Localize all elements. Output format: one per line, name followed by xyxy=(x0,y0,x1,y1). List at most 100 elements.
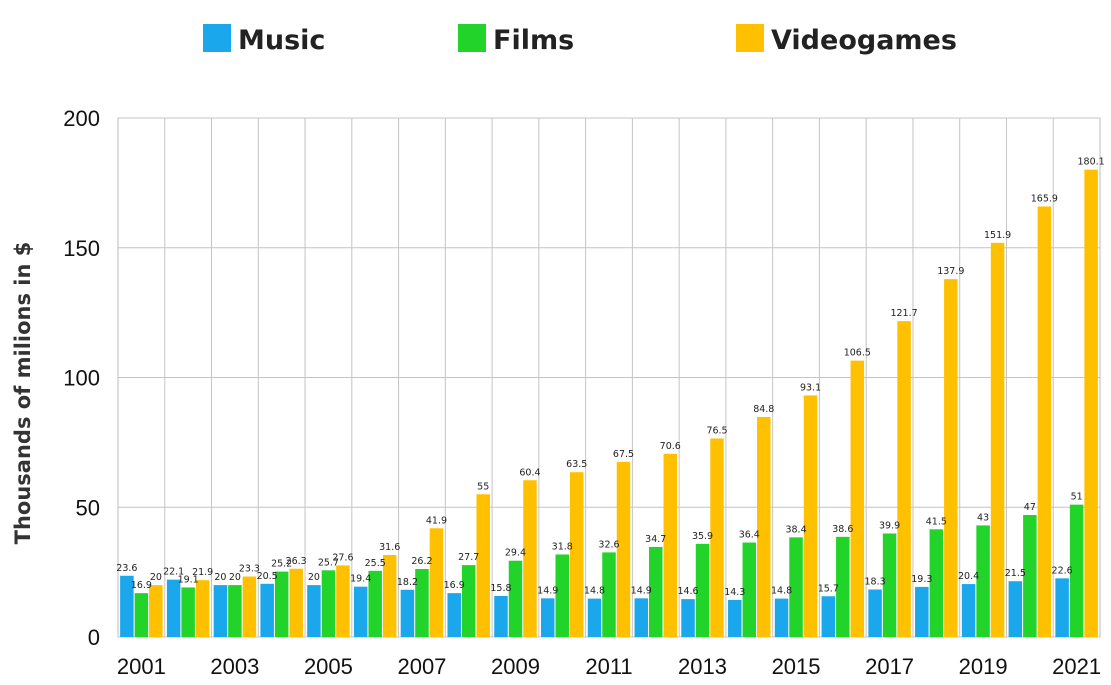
legend-label-films: Films xyxy=(493,25,574,56)
data-label: 25.5 xyxy=(365,558,386,569)
bar-music-2016 xyxy=(821,596,836,637)
data-label: 22.1 xyxy=(163,567,184,578)
data-label: 20 xyxy=(229,572,241,583)
y-tick-label: 150 xyxy=(63,236,100,261)
data-label: 121.7 xyxy=(890,308,917,319)
bar-music-2019 xyxy=(961,584,976,637)
data-label: 34.7 xyxy=(645,534,666,545)
data-label: 47 xyxy=(1024,502,1036,513)
bar-films-2008 xyxy=(461,565,476,637)
bar-music-2007 xyxy=(400,589,415,637)
y-tick-label: 100 xyxy=(63,366,100,391)
data-label: 20 xyxy=(308,572,320,583)
bar-films-2014 xyxy=(742,542,757,637)
bar-films-2001 xyxy=(134,593,149,637)
bar-music-2012 xyxy=(634,598,649,637)
data-label: 137.9 xyxy=(937,266,964,277)
bar-music-2013 xyxy=(681,599,695,637)
bar-films-2007 xyxy=(415,569,429,637)
legend-swatch-music xyxy=(203,24,231,52)
data-label: 27.6 xyxy=(332,552,353,563)
bar-films-2013 xyxy=(695,543,710,637)
legend-swatch-films xyxy=(458,24,486,52)
bar-music-2014 xyxy=(728,599,742,637)
bar-videogames-2001 xyxy=(149,585,163,637)
data-labels: 23.6 22.1 20 20.5 20 19.4 18.2 16.9 15.8 14.9 14.8… xyxy=(116,157,1104,598)
data-label: 41.5 xyxy=(926,516,947,527)
bar-films-2020 xyxy=(1023,515,1037,637)
data-label: 60.4 xyxy=(519,467,540,478)
data-label: 36.4 xyxy=(739,530,760,541)
grid-lines xyxy=(117,117,1101,638)
data-label: 21.5 xyxy=(1005,568,1026,579)
data-label: 14.8 xyxy=(771,586,792,597)
bar-films-2015 xyxy=(789,537,803,637)
data-label: 15.8 xyxy=(490,583,511,594)
data-label: 14.6 xyxy=(677,586,698,597)
bar-videogames-2012 xyxy=(663,453,678,637)
data-label: 23.6 xyxy=(116,563,137,574)
data-label: 31.8 xyxy=(552,541,573,552)
data-label: 14.9 xyxy=(631,585,652,596)
bar-videogames-2021 xyxy=(1084,169,1098,637)
data-label: 19.3 xyxy=(911,574,932,585)
bar-music-2006 xyxy=(353,586,368,637)
bar-videogames-2009 xyxy=(523,480,537,637)
bar-films-2009 xyxy=(508,560,523,637)
data-label: 51 xyxy=(1071,492,1083,503)
data-label: 16.9 xyxy=(444,580,465,591)
data-label: 55 xyxy=(477,481,489,492)
bar-videogames-2016 xyxy=(850,360,865,637)
bar-films-2011 xyxy=(602,552,616,637)
bar-music-2009 xyxy=(494,595,508,637)
bar-music-2010 xyxy=(540,598,555,637)
y-tick-label: 50 xyxy=(76,495,100,520)
data-label: 19.1 xyxy=(178,574,199,585)
bar-videogames-2007 xyxy=(429,528,444,637)
data-label: 63.5 xyxy=(566,459,587,470)
bar-music-2002 xyxy=(166,579,181,637)
data-label: 27.7 xyxy=(458,552,479,563)
data-label: 23.3 xyxy=(239,564,260,575)
data-label: 84.8 xyxy=(753,404,774,415)
x-tick-label: 2019 xyxy=(959,654,1008,679)
bar-videogames-2017 xyxy=(897,321,911,637)
data-label: 14.8 xyxy=(584,586,605,597)
bar-films-2006 xyxy=(368,570,382,637)
y-tick-label: 200 xyxy=(63,106,100,131)
bar-films-2005 xyxy=(321,570,336,637)
data-label: 180.1 xyxy=(1078,157,1105,168)
bar-music-2017 xyxy=(868,589,882,637)
data-label: 20.4 xyxy=(958,571,979,582)
x-tick-label: 2011 xyxy=(585,654,632,679)
x-tick-label: 2013 xyxy=(678,654,727,679)
bar-music-2011 xyxy=(587,598,602,637)
x-tick-label: 2005 xyxy=(304,654,353,679)
y-tick-label: 0 xyxy=(88,625,100,650)
data-label: 21.9 xyxy=(192,567,213,578)
data-label: 20 xyxy=(150,572,162,583)
data-label: 38.6 xyxy=(832,524,853,535)
bar-films-2017 xyxy=(882,533,897,637)
data-label: 165.9 xyxy=(1031,193,1058,204)
bar-videogames-2002 xyxy=(195,580,210,637)
data-label: 43 xyxy=(977,512,989,523)
data-label: 32.6 xyxy=(598,539,619,550)
bar-music-2018 xyxy=(915,586,929,637)
data-label: 18.2 xyxy=(397,577,418,588)
data-label: 151.9 xyxy=(984,230,1011,241)
bar-videogames-2010 xyxy=(569,472,584,637)
bar-music-2020 xyxy=(1008,581,1023,637)
bar-films-2004 xyxy=(274,571,289,637)
y-axis-label: Thousands of milions in $ xyxy=(11,242,35,545)
data-label: 18.3 xyxy=(864,577,885,588)
legend-swatch-videogames xyxy=(736,24,764,52)
bar-videogames-2019 xyxy=(990,242,1005,637)
bars xyxy=(120,169,1098,637)
bar-music-2008 xyxy=(447,593,461,637)
data-label: 106.5 xyxy=(844,348,871,359)
x-tick-label: 2007 xyxy=(397,654,446,679)
bar-films-2018 xyxy=(929,529,944,637)
